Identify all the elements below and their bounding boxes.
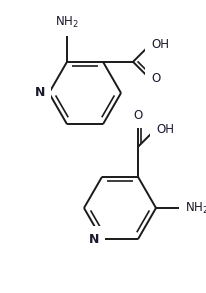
Text: NH$_2$: NH$_2$ [55,15,79,30]
Text: OH: OH [151,38,169,51]
Text: N: N [35,86,45,100]
Text: OH: OH [156,123,174,136]
Text: N: N [89,233,99,246]
Text: NH$_2$: NH$_2$ [185,200,206,216]
Text: O: O [151,72,160,85]
Text: O: O [133,109,143,122]
